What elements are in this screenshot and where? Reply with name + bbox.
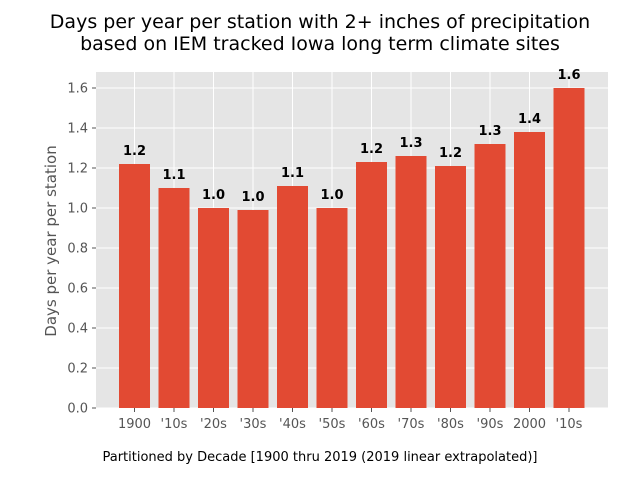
y-tick-label: 0.0 [67, 402, 88, 417]
bar-value-label: 1.0 [320, 188, 343, 203]
y-tick-label: 1.2 [67, 162, 88, 177]
bar [395, 156, 427, 408]
bar-value-label: 1.6 [557, 68, 580, 83]
bar [553, 88, 585, 408]
bar-value-label: 1.1 [162, 168, 185, 183]
chart-title-line-1: Days per year per station with 2+ inches… [50, 11, 590, 33]
bar-value-label: 1.2 [123, 144, 146, 159]
x-axis-label: Partitioned by Decade [1900 thru 2019 (2… [102, 450, 537, 465]
bar [514, 132, 545, 408]
bar-value-label: 1.0 [202, 188, 225, 203]
bar [277, 186, 308, 408]
bar [316, 208, 348, 408]
bar [474, 144, 506, 408]
bar [237, 210, 269, 408]
x-tick-label: '90s [477, 417, 504, 432]
bar-value-label: 1.1 [281, 166, 304, 181]
chart-title-line-2: based on IEM tracked Iowa long term clim… [80, 33, 560, 55]
x-tick-label: 2000 [513, 417, 546, 432]
bar [119, 164, 150, 408]
x-tick-label: '70s [398, 417, 425, 432]
y-tick-label: 1.4 [67, 122, 88, 137]
bar-value-label: 1.3 [478, 124, 501, 139]
bar-value-label: 1.4 [518, 112, 541, 127]
y-axis-label: Days per year per station [42, 145, 60, 336]
y-tick-label: 0.4 [67, 322, 88, 337]
x-tick-label: '80s [437, 417, 464, 432]
y-tick-label: 0.2 [67, 362, 88, 377]
x-tick-label: '10s [556, 417, 583, 432]
bars [119, 88, 585, 408]
x-axis-ticks: 1900 '10s '20s '30s '40s '50s '60s '70s '80s '90s… [118, 408, 583, 432]
y-tick-label: 0.6 [67, 282, 88, 297]
data-labels: 1.2 1.1 1.0 1.0 1.1 1.0 1.2 1.3 1.2 1.3 1.4 1.6 [123, 68, 581, 205]
y-tick-label: 1.0 [67, 202, 88, 217]
x-tick-label: '20s [200, 417, 227, 432]
bar-value-label: 1.2 [439, 146, 462, 161]
y-axis-ticks: 0.0 0.2 0.4 0.6 0.8 1.0 1.2 1.4 1.6 [67, 82, 96, 417]
bar [356, 162, 387, 408]
x-tick-label: '30s [240, 417, 267, 432]
x-tick-label: '50s [319, 417, 346, 432]
y-tick-label: 1.6 [67, 82, 88, 97]
bar [158, 188, 190, 408]
x-tick-label: 1900 [118, 417, 151, 432]
bar [435, 166, 466, 408]
x-tick-label: '40s [279, 417, 306, 432]
bar-value-label: 1.0 [241, 190, 264, 205]
x-tick-label: '60s [358, 417, 385, 432]
x-tick-label: '10s [161, 417, 188, 432]
bar [198, 208, 229, 408]
bar-value-label: 1.3 [399, 136, 422, 151]
y-tick-label: 0.8 [67, 242, 88, 257]
bar-value-label: 1.2 [360, 142, 383, 157]
